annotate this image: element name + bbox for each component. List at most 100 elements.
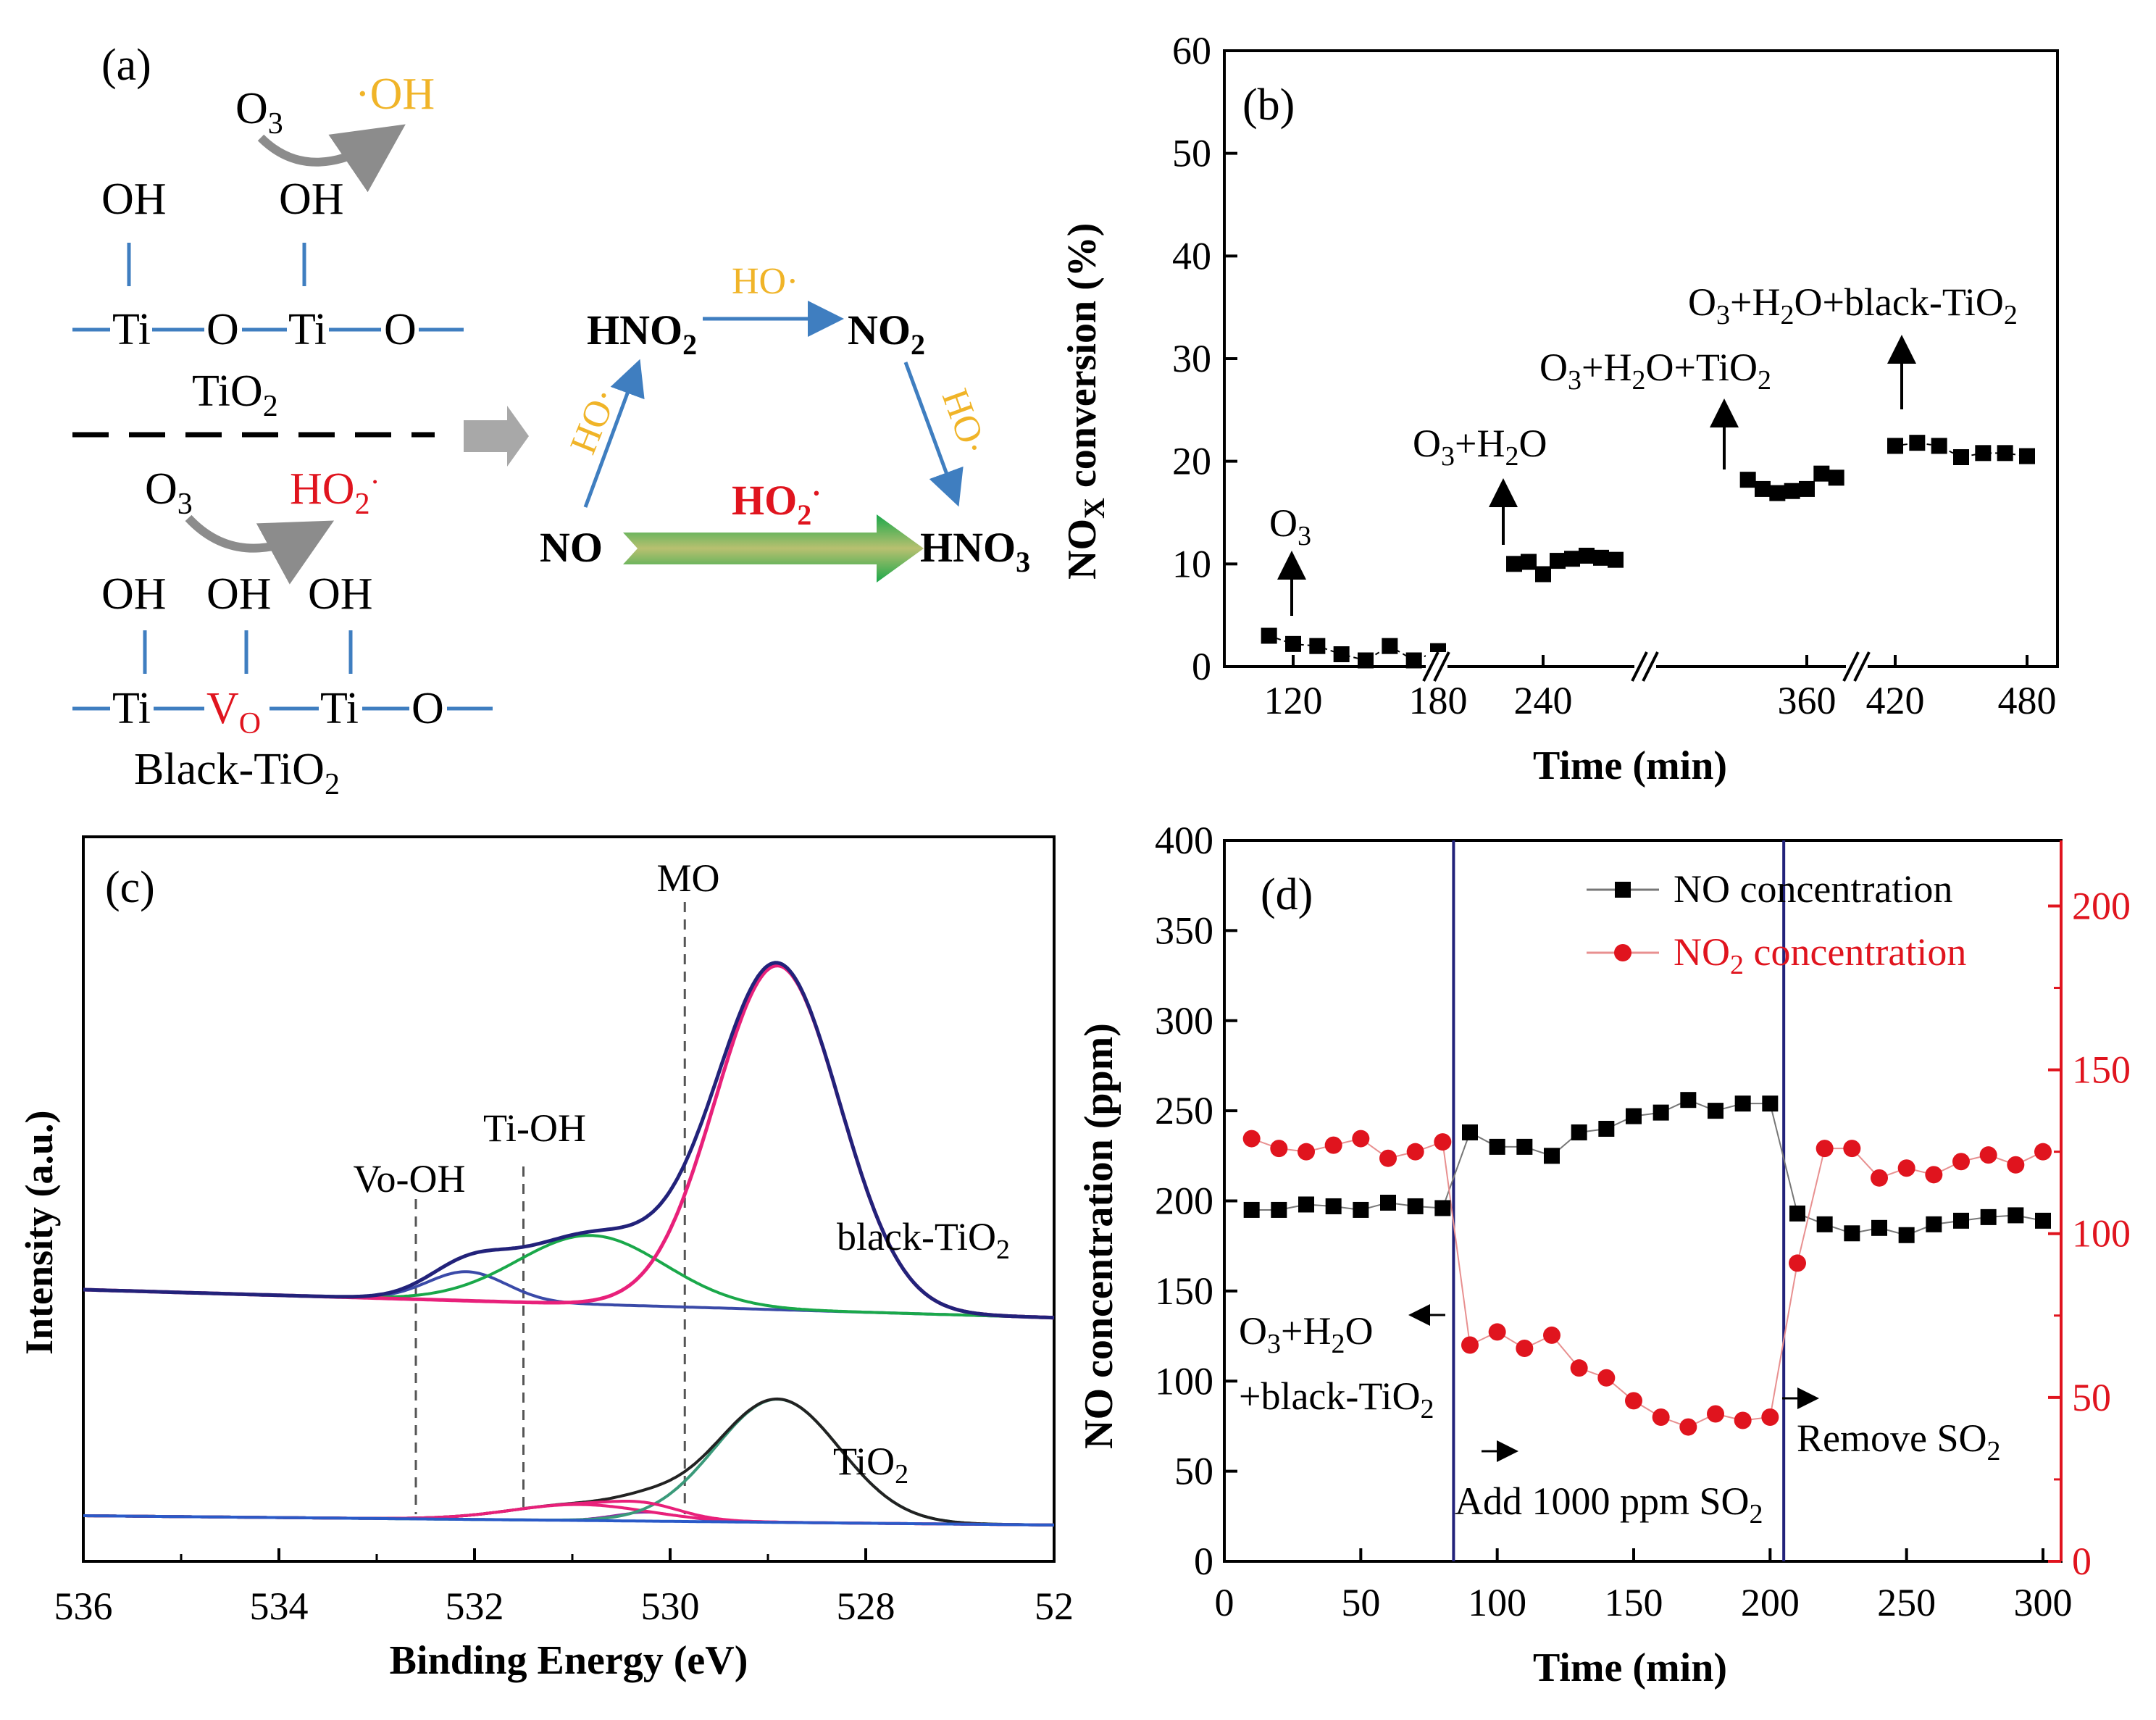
b-data-point <box>1285 635 1301 652</box>
b-data-point <box>1333 646 1350 662</box>
d-annot-remove-so2: Remove SO2 <box>1797 1416 2001 1466</box>
panel-c-xticks: 536 534 532 530 528 52 <box>54 1548 1074 1628</box>
d-no-point <box>1871 1219 1887 1236</box>
d-ytick-right-label: 150 <box>2072 1048 2131 1092</box>
b-ytick-label: 50 <box>1172 132 1211 175</box>
d-no-point <box>1708 1103 1723 1119</box>
d-no2-point <box>1570 1359 1588 1377</box>
no-to-hno2-arrow <box>583 359 645 508</box>
d-no2-point <box>1242 1130 1261 1148</box>
o3-top-label: O3 <box>235 84 283 141</box>
d-no2-point <box>1816 1140 1834 1158</box>
panel-d-yticks-right: 0 50 100 150 200 <box>2048 884 2131 1583</box>
d-no-point <box>1789 1205 1805 1222</box>
b-annot-o3h2oblack: O3+H2O+black-TiO2 <box>1688 280 2018 330</box>
curve-label-tio2: TiO2 <box>833 1440 908 1490</box>
panel-d-yticks-left: 0 50 100 150 200 250 300 350 400 <box>1155 819 1237 1583</box>
oh-top-1: OH <box>101 175 167 224</box>
b-ytick-label: 10 <box>1172 542 1211 585</box>
vo-bg <box>204 681 270 739</box>
d-no-point <box>1898 1227 1915 1243</box>
panel-d-label: (d) <box>1261 870 1313 919</box>
d-ytick-left-label: 100 <box>1155 1359 1213 1403</box>
no2-label: NO2 <box>848 306 925 361</box>
d-ytick-left-label: 250 <box>1155 1089 1213 1132</box>
ti-bg-2 <box>287 304 329 355</box>
b-data-point <box>1769 485 1786 501</box>
ti-top-1: Ti <box>112 305 151 354</box>
d-no2-point <box>1298 1143 1315 1161</box>
c-black-envelope <box>83 961 1055 1320</box>
d-ytick-left-label: 300 <box>1155 999 1213 1043</box>
legend-marker-no2 <box>1614 944 1631 961</box>
b-data-point <box>1550 553 1566 569</box>
d-no2-point <box>1707 1405 1724 1423</box>
d-ytick-left-label: 0 <box>1194 1540 1213 1583</box>
hno3-label: HNO3 <box>920 524 1030 578</box>
panel-c-frame <box>82 835 1056 1563</box>
b-data-point <box>1535 566 1551 583</box>
panel-b-ylabel: NOX conversion (%) <box>1060 223 1111 580</box>
d-no2-point <box>1488 1323 1506 1341</box>
b-data-point <box>1813 465 1830 482</box>
oh-radical-top: ·OH <box>355 70 435 119</box>
ti-bg-4 <box>319 681 362 732</box>
d-no2-point <box>1379 1149 1397 1167</box>
ho-label-left: HO· <box>562 382 625 459</box>
c-tio2-tioh-fit <box>83 1503 1054 1527</box>
panel-c-curves <box>83 961 1055 1527</box>
curve-label-black-tio2: black-TiO2 <box>837 1215 1010 1265</box>
d-no-point <box>1762 1095 1779 1112</box>
b-data-point <box>2019 448 2035 464</box>
hno2-label: HNO2 <box>587 306 697 361</box>
ti-bg-1 <box>110 304 152 355</box>
d-no2-point <box>1952 1153 1970 1171</box>
o-bg-3 <box>409 681 447 732</box>
peak-label-vooh: Vo-OH <box>353 1157 465 1201</box>
panel-d-ylabel: NO concentration (ppm) <box>1077 1023 1121 1449</box>
d-no-point <box>1926 1216 1942 1232</box>
d-xtick-label: 0 <box>1215 1581 1234 1624</box>
d-no-point <box>1953 1212 1969 1229</box>
oh-bottom-1: OH <box>101 569 167 619</box>
d-no2-point <box>1897 1159 1915 1177</box>
b-data-point <box>1506 556 1522 572</box>
d-no-point <box>1571 1124 1587 1140</box>
panel-c-chart: (c) 536 534 532 530 528 52 MO Ti-OH Vo-OH bla… <box>17 835 1074 1683</box>
o3-bottom-label: O3 <box>145 464 193 521</box>
oh-bottom-3: OH <box>308 569 373 619</box>
panel-d-points <box>1242 1092 2052 1436</box>
b-data-point <box>1608 551 1624 568</box>
panel-d-vlines <box>1452 840 1786 1561</box>
panel-d-chart: (d) 0 50 100 150 200 250 300 350 400 0 50 100 150 20… <box>1077 819 2131 1690</box>
b-data-point <box>1997 445 2013 462</box>
panel-b-xticks: 120 180 240 360 420 480 <box>1264 655 2057 722</box>
d-no2-point <box>1597 1369 1616 1387</box>
d-no-point <box>1353 1201 1369 1218</box>
d-annot-add-so2: Add 1000 ppm SO2 <box>1455 1479 1763 1529</box>
b-ytick-label: 40 <box>1172 234 1211 277</box>
ho2-radical-bottom: HO2· <box>290 464 380 521</box>
d-no2-point <box>1324 1136 1342 1154</box>
d-annot-cond1: O3+H2O <box>1239 1309 1373 1359</box>
d-no2-point <box>1625 1392 1642 1410</box>
panel-c-ylabel: Intensity (a.u.) <box>17 1110 61 1355</box>
no2-to-hno3-arrow <box>903 362 964 507</box>
d-ytick-left-label: 50 <box>1174 1450 1213 1493</box>
d-no-point <box>1380 1194 1396 1211</box>
b-xtick-label: 120 <box>1264 679 1323 722</box>
panel-b-chart: (b) 0 10 20 30 40 50 60 120 180 240 360 420 480 NOX… <box>1060 29 2059 788</box>
ti-bottom-1: Ti <box>112 684 151 733</box>
c-tio2-baseline <box>83 1514 1054 1527</box>
d-annot-cond2: +black-TiO2 <box>1239 1374 1434 1424</box>
d-no-point <box>1844 1225 1860 1242</box>
d-no-point <box>1980 1208 1997 1225</box>
o-top-2: O <box>384 305 417 354</box>
d-no2-point <box>1516 1340 1534 1358</box>
d-ytick-right-label: 50 <box>2072 1376 2111 1419</box>
panel-d-xticks: 0 50 100 150 200 250 300 <box>1215 1548 2073 1624</box>
axis-break-marks <box>1422 651 1871 682</box>
d-ytick-right-label: 200 <box>2072 884 2131 927</box>
d-no2-point <box>1761 1408 1779 1426</box>
